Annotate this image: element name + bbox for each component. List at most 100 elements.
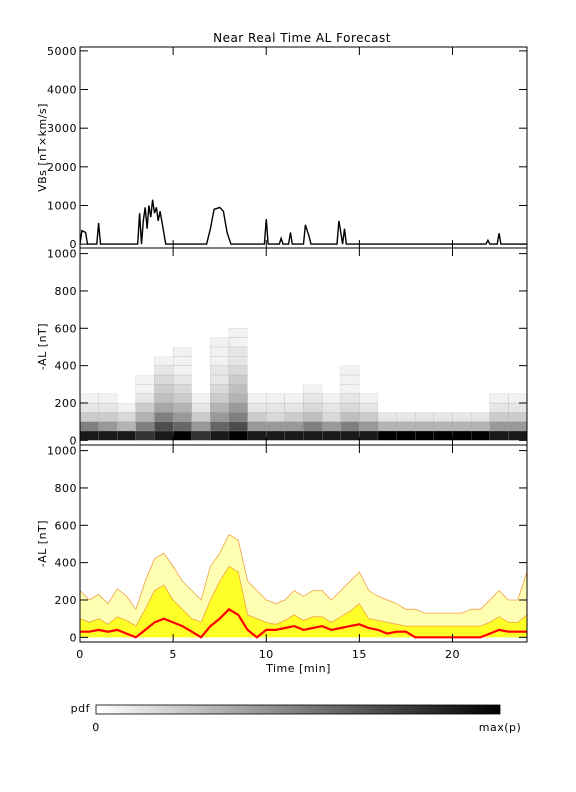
heat-cell — [117, 337, 136, 347]
heat-cell — [228, 384, 248, 394]
band-edge — [79, 565, 528, 627]
heat-cell — [433, 393, 453, 403]
heat-cell — [98, 346, 118, 357]
heat-cell — [284, 393, 304, 404]
heat-cell — [228, 421, 248, 432]
x-tick-label: 0 — [76, 648, 84, 661]
heat-cell — [359, 384, 378, 394]
heat-cell — [359, 374, 378, 385]
heat-cell — [154, 365, 174, 376]
chart-title: Near Real Time AL Forecast — [213, 31, 391, 45]
heat-cell — [191, 421, 211, 432]
heat-cell — [117, 393, 136, 403]
heat-cell — [98, 328, 118, 338]
heat-cell — [247, 384, 267, 394]
heat-cell — [340, 421, 360, 432]
heat-cell — [471, 421, 490, 432]
heat-cell — [98, 384, 118, 394]
heat-cell — [452, 412, 472, 422]
heat-cell — [508, 356, 527, 366]
heat-cell — [340, 346, 360, 357]
heat-cell — [210, 328, 229, 338]
heat-cell — [452, 365, 472, 375]
heat-cell — [303, 412, 323, 422]
heat-cell — [508, 421, 528, 432]
heat-cell — [173, 393, 192, 404]
heat-cell — [191, 430, 211, 441]
heat-cell — [415, 402, 434, 413]
heat-cell — [433, 365, 453, 375]
heat-cell — [210, 365, 230, 376]
heat-cell — [377, 412, 397, 422]
heat-cell — [266, 402, 285, 413]
heat-cell — [489, 374, 509, 385]
heat-cell — [452, 393, 472, 403]
heat-cell — [284, 402, 304, 413]
heat-cell — [415, 337, 434, 347]
heat-cell — [415, 346, 434, 357]
heat-cell — [284, 365, 304, 375]
heat-cell — [266, 328, 285, 338]
heat-cell — [173, 346, 192, 357]
heat-cell — [247, 356, 267, 366]
heat-cell — [396, 412, 416, 422]
y-tick-label: 600 — [55, 322, 78, 335]
heat-cell — [173, 356, 192, 366]
heat-cell — [433, 328, 453, 338]
colorbar — [95, 704, 501, 715]
heat-cell — [489, 365, 509, 375]
heat-cell — [433, 346, 453, 357]
y-tick-label: 5000 — [47, 45, 77, 58]
colorbar-label: pdf — [71, 702, 91, 715]
heat-cell — [508, 346, 527, 357]
heat-cell — [415, 328, 434, 338]
heat-cell — [191, 412, 211, 422]
y-tick-label: 2000 — [47, 161, 77, 174]
heat-cell — [228, 374, 248, 385]
heat-cell — [340, 430, 360, 441]
heat-cell — [340, 374, 360, 385]
heat-cell — [415, 374, 434, 385]
y-tick-label: 0 — [70, 631, 78, 644]
heat-cell — [303, 337, 323, 347]
heat-cell — [135, 346, 155, 357]
heat-cell — [247, 337, 267, 347]
heat-cell — [210, 421, 230, 432]
heat-cell — [452, 337, 472, 347]
heat-cell — [489, 393, 509, 404]
heat-cell — [471, 337, 490, 347]
heat-cell — [489, 328, 509, 338]
x-tick-label: 15 — [352, 648, 367, 661]
heat-cell — [266, 393, 285, 404]
heat-cell — [452, 430, 472, 441]
heat-cell — [191, 402, 211, 413]
heat-cell — [80, 337, 99, 347]
heat-cell — [378, 393, 397, 403]
heat-cell — [284, 356, 304, 366]
heat-cell — [452, 328, 472, 338]
heat-cell — [80, 356, 99, 366]
heat-cell — [117, 356, 136, 366]
heat-cell — [359, 356, 378, 366]
heat-cell — [210, 412, 230, 422]
heat-cell — [284, 384, 304, 394]
heat-cell — [79, 430, 99, 441]
heat-cell — [154, 337, 174, 347]
heat-cell — [135, 337, 155, 347]
heat-cell — [303, 430, 323, 441]
heat-cell — [210, 384, 230, 394]
heat-cell — [247, 402, 267, 413]
heat-cell — [173, 402, 192, 413]
heat-cell — [210, 337, 230, 348]
heat-cell — [471, 365, 490, 375]
heat-cell — [322, 412, 341, 422]
heat-cell — [284, 374, 304, 385]
heat-cell — [135, 402, 155, 413]
heat-cell — [452, 374, 472, 385]
heat-cell — [359, 365, 378, 375]
heat-cell — [284, 421, 304, 432]
heat-cell — [173, 328, 192, 338]
y-tick-label: 1000 — [47, 199, 77, 212]
